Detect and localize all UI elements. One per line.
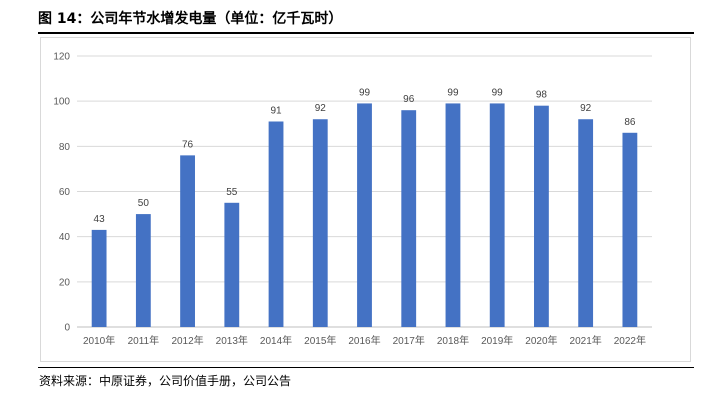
bar <box>91 229 107 327</box>
y-tick-label: 120 <box>53 52 70 63</box>
x-tick-label: 2016年 <box>348 334 380 347</box>
source-rule <box>38 367 694 368</box>
y-tick-label: 100 <box>53 97 70 108</box>
data-label: 92 <box>580 103 592 114</box>
data-label: 99 <box>447 87 459 98</box>
y-tick-label: 80 <box>59 142 71 153</box>
bar <box>312 119 328 327</box>
x-tick-label: 2021年 <box>570 334 602 347</box>
y-tick-label: 60 <box>59 187 71 198</box>
y-tick-label: 0 <box>64 323 70 334</box>
data-label: 98 <box>536 90 548 101</box>
data-label: 91 <box>270 105 282 116</box>
x-tick-label: 2010年 <box>83 334 115 347</box>
x-tick-label: 2013年 <box>216 334 248 347</box>
x-tick-label: 2019年 <box>481 334 513 347</box>
bar <box>224 202 240 327</box>
data-label: 92 <box>315 103 327 114</box>
x-tick-label: 2018年 <box>437 334 469 347</box>
data-label: 96 <box>403 94 415 105</box>
bar <box>268 121 284 327</box>
x-tick-label: 2020年 <box>525 334 557 347</box>
data-label: 50 <box>138 198 150 209</box>
data-label: 99 <box>359 87 371 98</box>
bar <box>357 103 372 327</box>
y-tick-label: 40 <box>59 232 71 243</box>
data-label: 99 <box>492 87 504 98</box>
bar <box>578 119 594 327</box>
bar <box>401 110 417 327</box>
bar <box>534 105 549 327</box>
source-note: 资料来源：中原证券，公司价值手册，公司公告 <box>39 374 292 388</box>
bar <box>622 132 638 327</box>
bar <box>489 103 505 327</box>
title-rule <box>38 32 694 34</box>
figure-title: 图 14：公司年节水增发电量（单位：亿千瓦时） <box>38 11 343 27</box>
x-tick-label: 2011年 <box>128 334 160 347</box>
bar <box>445 103 461 327</box>
data-label: 86 <box>624 117 636 128</box>
x-tick-label: 2012年 <box>171 334 203 347</box>
x-tick-label: 2017年 <box>393 334 425 347</box>
chart-frame: 0 20 40 60 80 100 120 43 50 76 55 91 92 99 96 99 99 98 92 8… <box>40 37 691 362</box>
bar <box>180 155 195 327</box>
data-label: 43 <box>94 214 106 225</box>
x-tick-label: 2015年 <box>304 334 336 347</box>
bar-chart: 0 20 40 60 80 100 120 43 50 76 55 91 92 99 96 99 99 98 92 8… <box>53 52 652 347</box>
data-label: 55 <box>226 187 238 198</box>
y-tick-label: 20 <box>59 277 71 288</box>
x-tick-label: 2014年 <box>260 334 292 347</box>
data-label: 76 <box>182 139 194 150</box>
x-tick-label: 2022年 <box>614 334 646 347</box>
bar <box>135 214 151 327</box>
